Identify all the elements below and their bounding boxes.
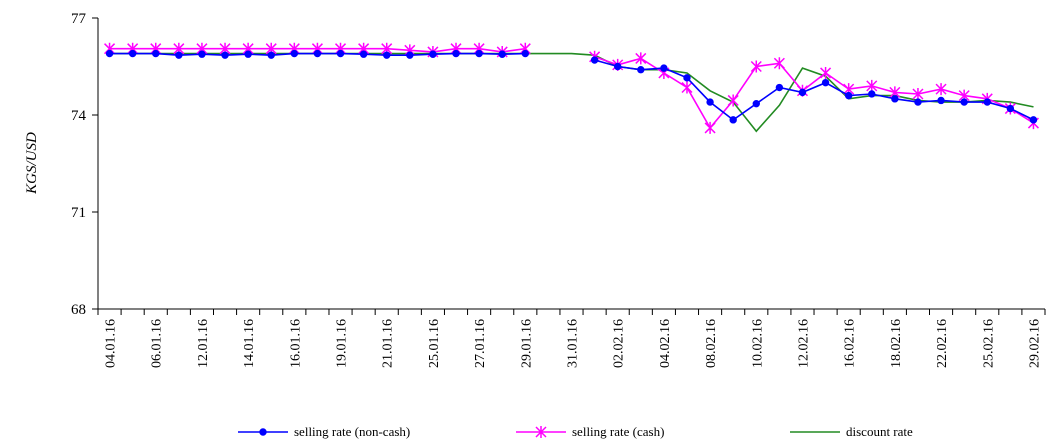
data-point xyxy=(914,98,922,106)
data-point xyxy=(613,62,622,71)
x-tick-label: 25.01.16 xyxy=(427,319,442,368)
x-tick-label: 29.02.16 xyxy=(1027,319,1042,368)
x-tick-label: 12.02.16 xyxy=(796,319,811,368)
x-tick-label: 29.01.16 xyxy=(519,319,534,368)
data-point xyxy=(660,64,668,72)
data-point xyxy=(637,66,645,74)
data-point xyxy=(868,90,876,98)
data-point xyxy=(729,116,737,124)
data-point xyxy=(866,79,878,92)
data-point xyxy=(475,49,483,58)
series-lines xyxy=(104,42,1039,134)
data-point xyxy=(820,66,832,79)
data-point xyxy=(681,81,693,94)
y-tick-label: 77 xyxy=(71,11,87,27)
data-point xyxy=(798,88,807,97)
x-tick-label: 18.02.16 xyxy=(889,319,904,368)
x-tick-label: 06.01.16 xyxy=(150,319,165,368)
data-point xyxy=(290,49,299,58)
data-point xyxy=(750,60,762,73)
series-selling-rate-non-cash xyxy=(105,49,1038,124)
x-tick-label: 04.01.16 xyxy=(104,319,119,368)
x-tick-label: 12.01.16 xyxy=(196,319,211,368)
data-point xyxy=(727,94,739,107)
data-point xyxy=(429,50,437,58)
data-point xyxy=(383,51,391,59)
x-tick-label: 14.01.16 xyxy=(242,319,257,368)
data-point xyxy=(105,49,114,58)
legend-marker xyxy=(535,426,547,438)
data-point xyxy=(706,98,714,106)
data-point xyxy=(935,83,947,96)
x-tick-label: 16.01.16 xyxy=(288,319,303,368)
x-tick-label: 16.02.16 xyxy=(843,319,858,368)
legend-item-discount-rate: discount rate xyxy=(790,424,913,439)
legend-label: selling rate (cash) xyxy=(572,424,664,439)
data-point xyxy=(521,49,530,58)
x-tick-label: 19.01.16 xyxy=(335,319,350,368)
data-point xyxy=(983,98,991,106)
legend-item-selling-rate-non-cash: selling rate (non-cash) xyxy=(238,424,410,439)
y-tick-label: 71 xyxy=(71,205,86,221)
x-tick-label: 21.01.16 xyxy=(381,319,396,368)
y-axis-title: KGS/USD xyxy=(24,132,40,195)
legend-label: selling rate (non-cash) xyxy=(294,424,410,439)
data-point xyxy=(175,51,183,59)
data-point xyxy=(267,51,275,59)
data-point xyxy=(775,83,784,92)
data-point xyxy=(1006,104,1015,113)
data-point xyxy=(752,99,760,108)
data-point xyxy=(590,56,599,64)
legend: selling rate (non-cash) selling rate (cas… xyxy=(238,424,913,439)
data-point xyxy=(452,49,460,58)
x-tick-label: 10.02.16 xyxy=(750,319,765,368)
x-tick-label: 25.02.16 xyxy=(981,319,996,368)
x-tick-label: 22.02.16 xyxy=(935,319,950,368)
data-point xyxy=(128,49,137,58)
series-selling-rate-cash xyxy=(104,42,1039,134)
data-point xyxy=(244,50,252,58)
data-point xyxy=(336,49,345,58)
data-point xyxy=(704,121,716,134)
data-point xyxy=(912,87,924,100)
data-point xyxy=(844,91,853,100)
data-point xyxy=(635,52,647,65)
data-point xyxy=(198,50,206,58)
data-point xyxy=(359,50,368,58)
data-point xyxy=(937,96,945,105)
x-tick-label: 08.02.16 xyxy=(704,319,719,368)
data-point xyxy=(773,57,785,70)
axes: 68 71 74 77 04.01.16 06.01.16 12.01.16 14.01.16… xyxy=(71,11,1046,368)
legend-label: discount rate xyxy=(846,424,913,439)
data-point xyxy=(313,49,322,58)
data-point xyxy=(1029,116,1038,124)
x-tick-label: 31.01.16 xyxy=(566,319,581,368)
data-point xyxy=(152,49,160,58)
y-tick-label: 68 xyxy=(71,302,86,318)
data-point xyxy=(960,98,968,106)
data-point xyxy=(498,50,506,58)
legend-marker xyxy=(259,428,267,436)
data-point xyxy=(406,51,414,59)
data-point xyxy=(821,78,830,87)
data-point xyxy=(683,74,691,82)
y-tick-label: 74 xyxy=(71,108,87,124)
data-point xyxy=(891,95,899,103)
x-tick-label: 27.01.16 xyxy=(473,319,488,368)
data-point xyxy=(221,51,229,59)
x-tick-label: 02.02.16 xyxy=(612,319,627,368)
legend-item-selling-rate-cash: selling rate (cash) xyxy=(516,424,664,439)
x-tick-label: 04.02.16 xyxy=(658,319,673,368)
